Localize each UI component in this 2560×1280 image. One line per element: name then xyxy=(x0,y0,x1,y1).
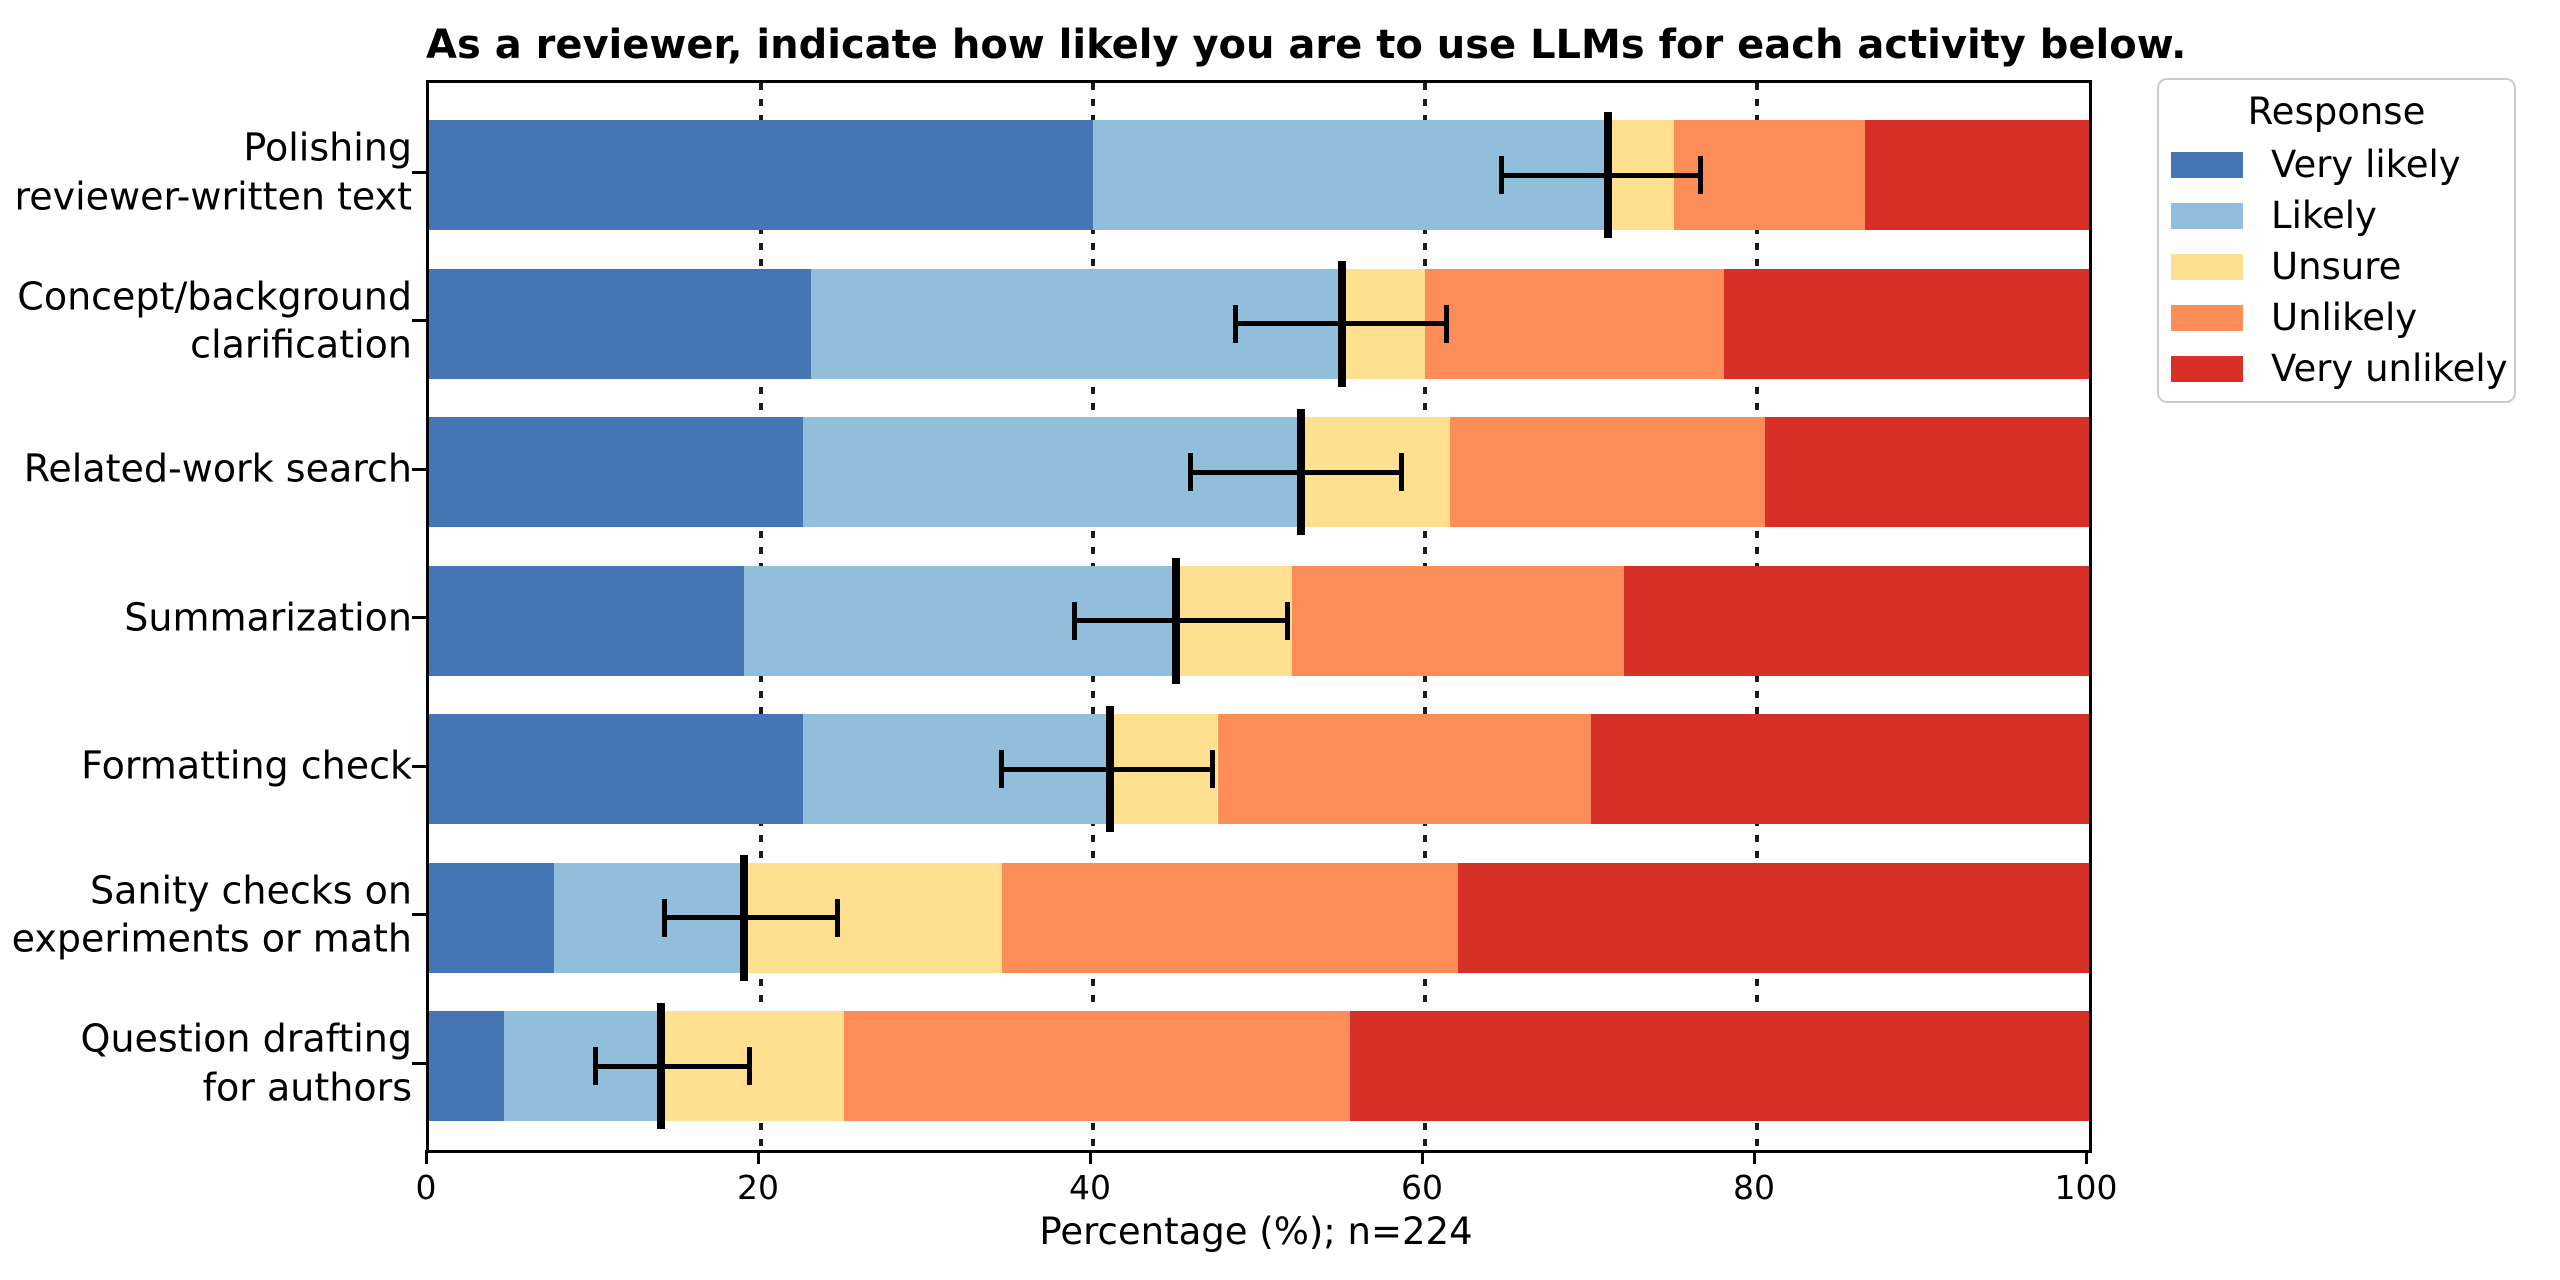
bar-segment-very-unlikely xyxy=(1458,862,2089,973)
legend-title: Response xyxy=(2247,90,2426,133)
error-bar-cap-high xyxy=(1444,304,1450,343)
error-bar-cap-low xyxy=(1188,453,1194,491)
error-bar-center-marker xyxy=(740,854,749,981)
x-tick-label-0: 0 xyxy=(415,1168,437,1207)
error-bar-cap-low xyxy=(1233,304,1239,343)
error-bar-center-marker xyxy=(1603,112,1612,238)
error-bar-cap-low xyxy=(592,1047,598,1085)
error-bar-cap-high xyxy=(1698,156,1704,194)
bar-segment-unlikely xyxy=(1674,120,1865,230)
legend-item-likely: Likely xyxy=(2159,190,2514,241)
x-tick-mark-80 xyxy=(1752,1150,1756,1164)
y-axis-label-concept-background: Concept/background clarification xyxy=(17,273,412,367)
bar-segment-very-unlikely xyxy=(1864,120,2089,230)
error-bar-center-marker xyxy=(1105,706,1114,832)
bar-segment-unlikely xyxy=(844,1011,1351,1121)
legend-label: Very unlikely xyxy=(2271,347,2508,390)
error-bar-cap-low xyxy=(1498,156,1504,194)
legend-item-unsure: Unsure xyxy=(2159,241,2514,292)
bar-segment-very-likely xyxy=(429,120,1093,230)
x-tick-mark-40 xyxy=(1088,1150,1092,1164)
legend-items: Very likely Likely Unsure Unlikely Very unli… xyxy=(2159,139,2514,394)
y-tick-mark xyxy=(412,170,426,174)
plot-area xyxy=(426,80,2092,1153)
bar-segment-very-unlikely xyxy=(1723,268,2089,379)
legend-label: Likely xyxy=(2271,194,2377,237)
error-bar-cap-low xyxy=(662,898,668,937)
error-bar-whisker xyxy=(664,915,838,920)
bar-segment-very-likely xyxy=(429,1011,504,1121)
bar-segment-very-likely xyxy=(429,862,554,973)
y-tick-mark xyxy=(412,616,426,619)
bar-segment-very-likely xyxy=(429,714,803,824)
x-tick-mark-20 xyxy=(756,1150,760,1164)
legend-item-very-likely: Very likely xyxy=(2159,139,2514,190)
error-bar-cap-high xyxy=(834,898,840,937)
y-axis-label-polishing: Polishing reviewer-written text xyxy=(14,125,412,218)
error-bar-whisker xyxy=(1501,172,1701,178)
legend-label: Very likely xyxy=(2271,143,2461,186)
y-tick-mark xyxy=(412,913,426,916)
legend-swatch-very-unlikely xyxy=(2171,355,2243,382)
legend-label: Unsure xyxy=(2271,245,2402,288)
y-tick-mark xyxy=(412,764,426,768)
error-bar-center-marker xyxy=(1338,260,1346,387)
error-bar-whisker xyxy=(1190,469,1402,475)
chart-title: As a reviewer, indicate how likely you a… xyxy=(426,22,2187,68)
x-axis-title: Percentage (%); n=224 xyxy=(1039,1210,1473,1253)
bar-segment-unlikely xyxy=(1001,862,1459,973)
y-tick-mark xyxy=(412,1061,426,1065)
x-tick-label-60: 60 xyxy=(1401,1168,1443,1207)
bar-segment-very-unlikely xyxy=(1765,417,2089,527)
y-tick-mark xyxy=(412,319,426,322)
legend-item-unlikely: Unlikely xyxy=(2159,292,2514,343)
bar-segment-very-likely xyxy=(429,417,803,527)
x-tick-mark-100 xyxy=(2084,1150,2088,1164)
bar-segment-unlikely xyxy=(1449,417,1766,527)
error-bar-cap-low xyxy=(999,750,1005,788)
legend-swatch-likely xyxy=(2171,202,2243,229)
error-bar-center-marker xyxy=(657,1003,666,1129)
y-tick-mark xyxy=(412,467,426,471)
legend-item-very-unlikely: Very unlikely xyxy=(2159,343,2514,394)
bar-segment-unlikely xyxy=(1425,268,1724,379)
legend-swatch-very-likely xyxy=(2171,151,2243,178)
y-axis-label-question-drafting: Question drafting for authors xyxy=(80,1016,412,1109)
error-bar-cap-high xyxy=(1284,601,1290,640)
error-bar-cap-low xyxy=(1072,601,1078,640)
y-axis-label-related-work-search: Related-work search xyxy=(23,446,412,491)
x-tick-label-80: 80 xyxy=(1733,1168,1775,1207)
y-axis-label-formatting-check: Formatting check xyxy=(81,743,412,788)
error-bar-cap-high xyxy=(1210,750,1216,788)
bar-segment-unlikely xyxy=(1292,565,1625,676)
y-axis-label-summarization: Summarization xyxy=(124,595,412,640)
error-bar-center-marker xyxy=(1172,557,1180,684)
legend-swatch-unlikely xyxy=(2171,304,2243,331)
error-bar-whisker xyxy=(1074,618,1288,623)
x-tick-mark-0 xyxy=(424,1150,428,1164)
bar-segment-very-unlikely xyxy=(1350,1011,2089,1121)
error-bar-cap-high xyxy=(1399,453,1405,491)
error-bar-center-marker xyxy=(1296,409,1305,535)
bar-segment-very-unlikely xyxy=(1591,714,2089,824)
x-tick-label-20: 20 xyxy=(737,1168,779,1207)
y-axis-label-sanity-checks-on: Sanity checks on experiments or math xyxy=(11,867,412,961)
x-tick-label-40: 40 xyxy=(1069,1168,1111,1207)
error-bar-whisker xyxy=(595,1063,750,1069)
bar-segment-very-unlikely xyxy=(1624,565,2089,676)
legend-label: Unlikely xyxy=(2271,296,2418,339)
x-tick-mark-60 xyxy=(1420,1150,1424,1164)
error-bar-cap-high xyxy=(746,1047,752,1085)
bar-segment-very-likely xyxy=(429,268,811,379)
legend-swatch-unsure xyxy=(2171,253,2243,280)
legend: Response Very likely Likely Unsure Unlikely… xyxy=(2157,78,2516,403)
x-tick-label-100: 100 xyxy=(2054,1168,2118,1207)
bar-segment-unlikely xyxy=(1217,714,1591,824)
bar-segment-very-likely xyxy=(429,565,745,676)
